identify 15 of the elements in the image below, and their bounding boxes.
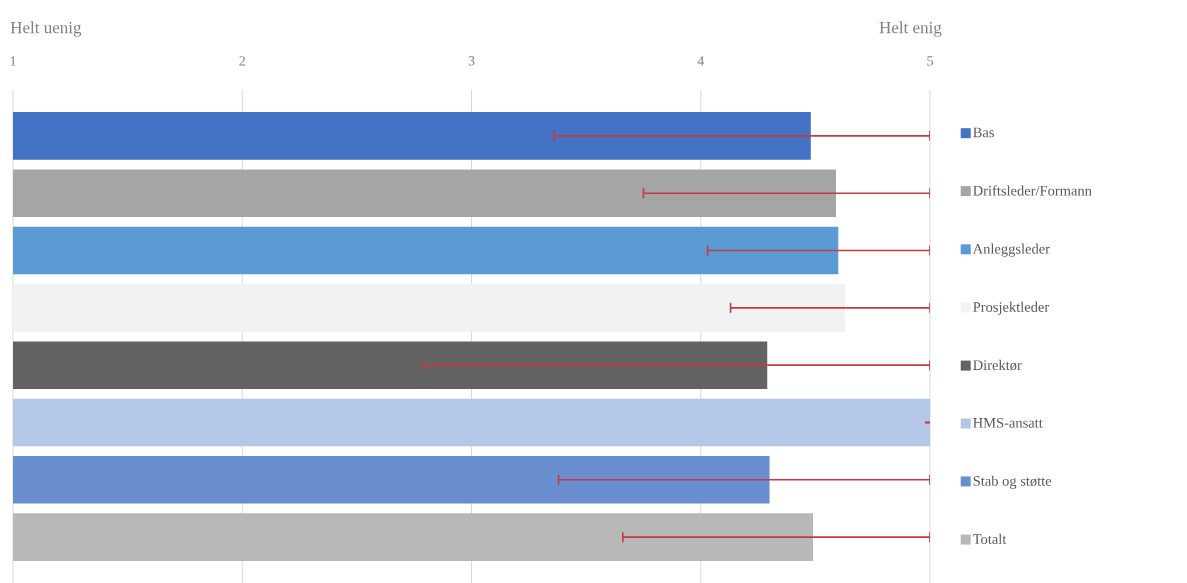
legend-label: Bas [973,127,994,138]
x-tick-label: 3 [468,56,475,66]
text: Helt uenig [10,21,82,37]
x-tick-label: 5 [927,56,933,66]
text: Helt enig [879,21,942,37]
x-tick-label: 4 [697,56,705,66]
legend-label: Totalt [972,533,1007,544]
legend-label: HMS-ansatt [973,417,1043,428]
x-tick-label: 2 [239,56,245,66]
x-tick-label: 1 [10,56,16,66]
legend-label: Driftsleder/Formann [973,185,1092,196]
legend-label: Direktør [973,359,1022,371]
legend-label: Anleggsleder [972,243,1050,257]
legend-label: Prosjektleder [973,301,1050,315]
legend-label: Stab og støtte [973,475,1052,489]
